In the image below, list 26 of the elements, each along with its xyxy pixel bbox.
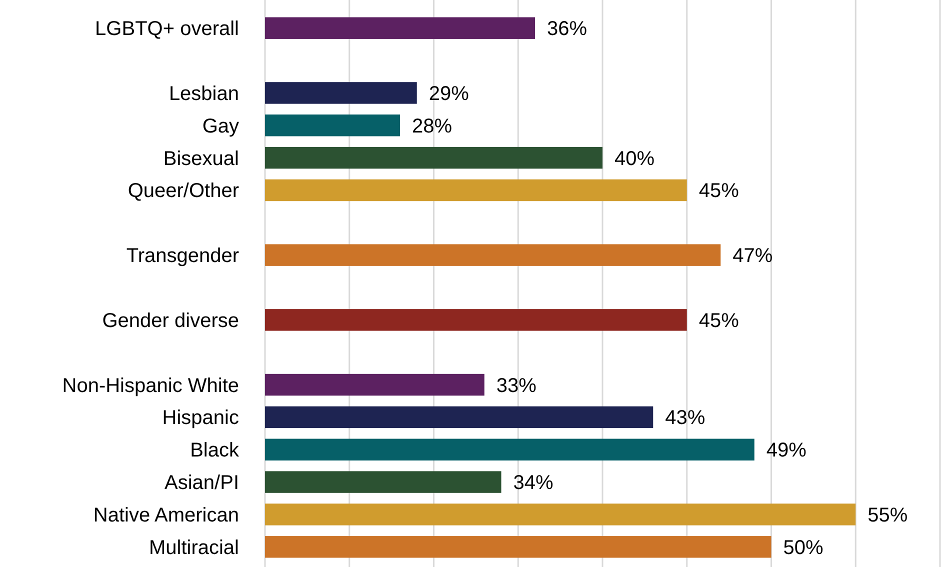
y-tick-label: Multiracial [148, 536, 239, 559]
data-label: 29% [428, 82, 470, 105]
y-tick-label: Native American [93, 504, 239, 526]
y-tick-label: Transgender [126, 245, 240, 268]
y-tick-label: Bisexual [163, 148, 239, 170]
data-label: 47% [732, 245, 773, 268]
data-label: 50% [783, 536, 824, 559]
data-label: 40% [614, 148, 655, 170]
y-tick-label: Lesbian [168, 82, 239, 105]
data-label: 28% [412, 115, 452, 138]
y-tick-label: Hispanic [162, 407, 239, 430]
data-label: 49% [766, 440, 807, 462]
data-label: 45% [698, 310, 740, 332]
data-label: 43% [665, 407, 706, 430]
y-tick-label: Gender diverse [102, 310, 239, 332]
y-tick-label: LGBTQ+ overall [95, 18, 239, 40]
data-label: 34% [513, 472, 554, 494]
y-tick-label: Black [190, 440, 240, 462]
data-label: 33% [496, 374, 537, 397]
y-tick-label: Asian/PI [164, 472, 239, 494]
y-tick-label: Gay [202, 115, 239, 138]
y-tick-label: Queer/Other [128, 180, 240, 202]
data-label: 36% [547, 18, 588, 40]
data-label: 45% [698, 180, 740, 202]
data-label: 55% [868, 504, 908, 526]
y-tick-label: Non-Hispanic White [62, 374, 239, 397]
